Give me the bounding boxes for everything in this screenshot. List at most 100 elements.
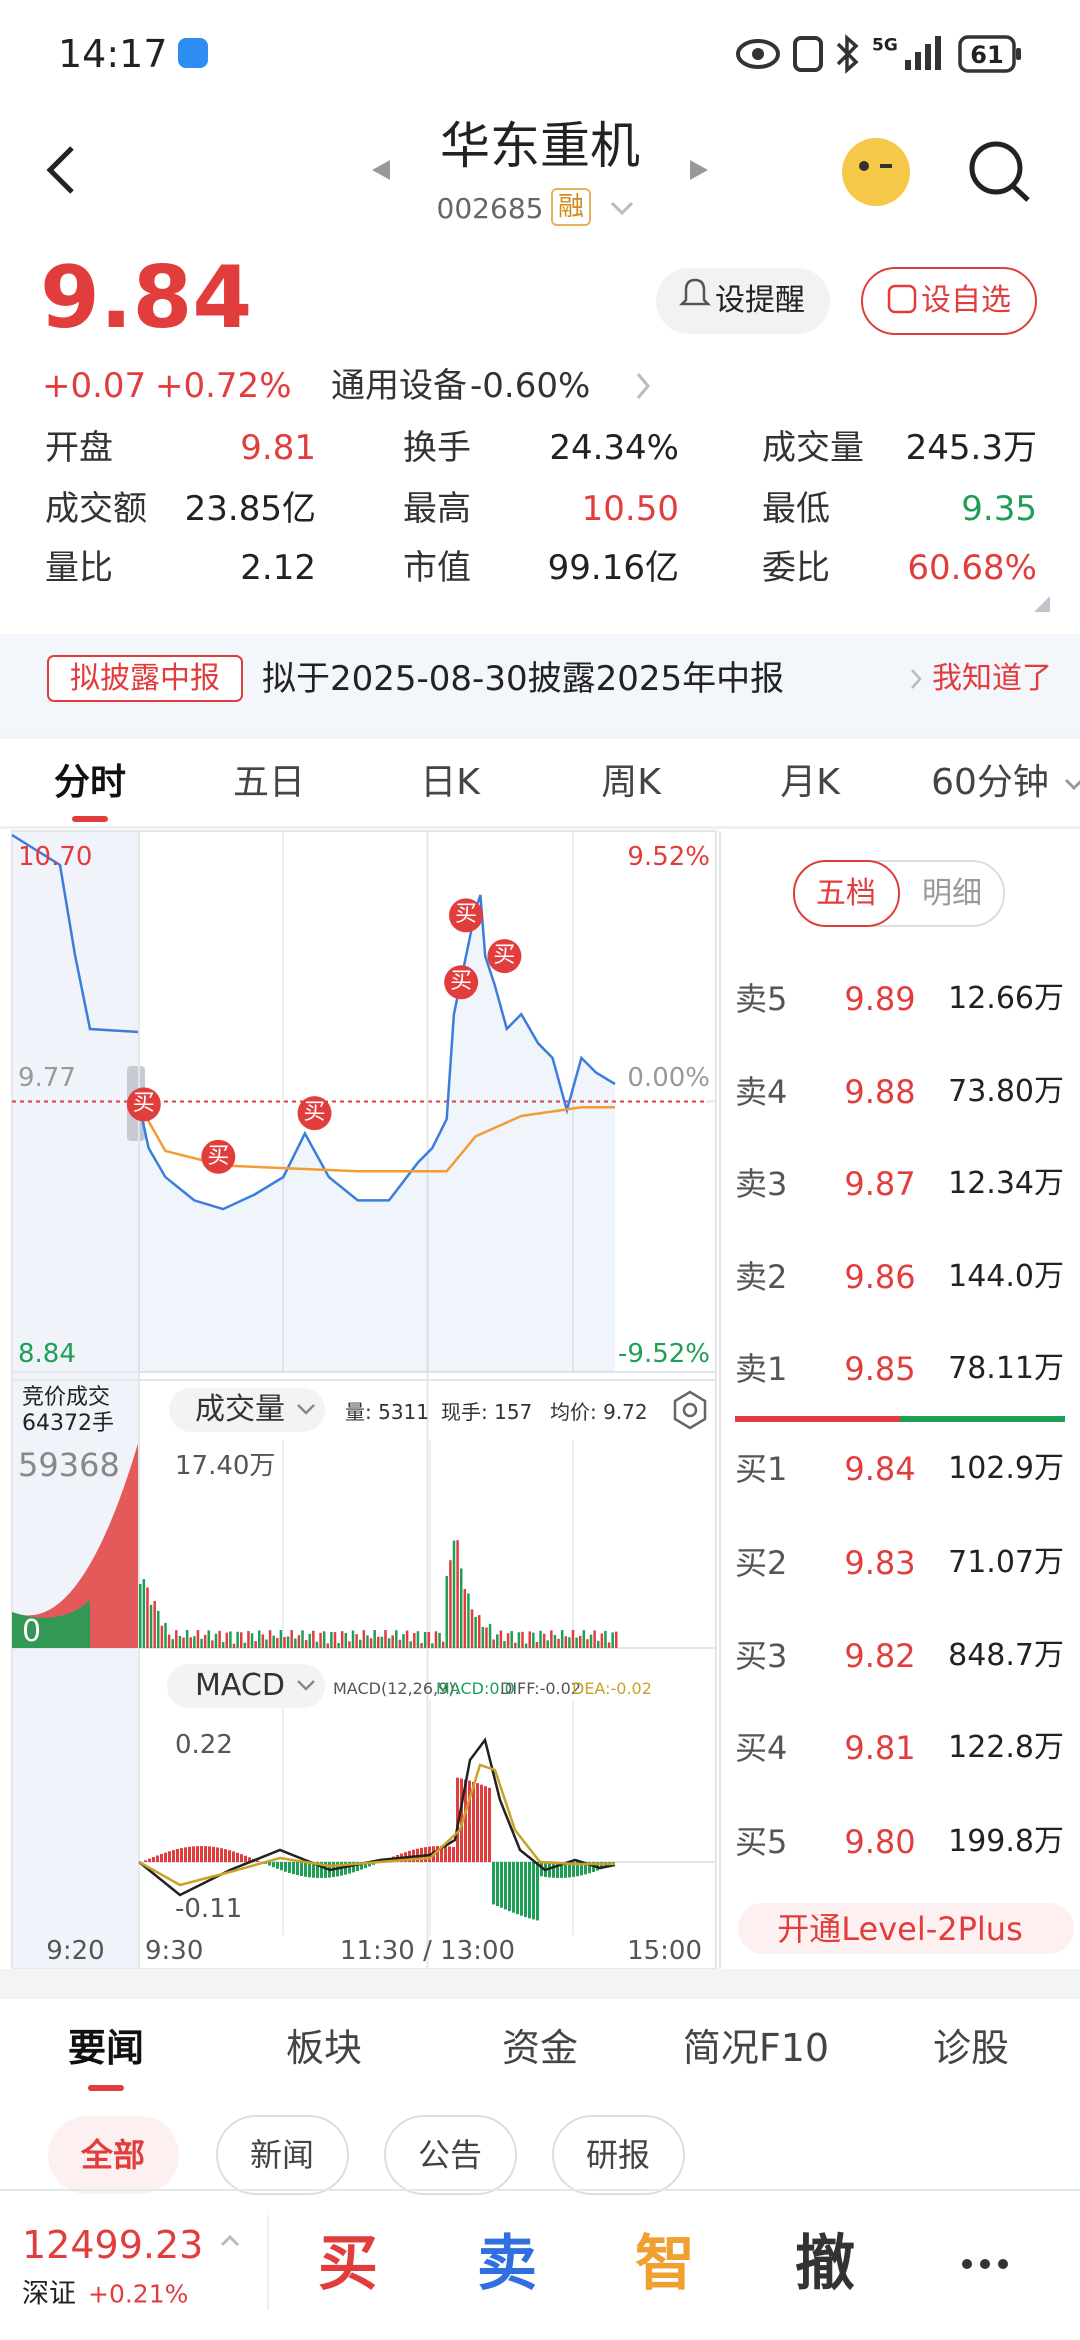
macd-bar-decor <box>196 1846 199 1862</box>
volume-bar-decor <box>355 1634 358 1648</box>
chart-tab[interactable]: 分时 <box>53 762 127 803</box>
volume-bar-decor <box>207 1630 211 1648</box>
search-icon[interactable] <box>969 141 1023 195</box>
level2-upgrade[interactable]: 开通Level-2Plus <box>777 1910 1023 1948</box>
volume-bar-decor <box>193 1636 196 1648</box>
macd-bar-decor <box>512 1862 515 1913</box>
volume-bar-decor <box>535 1641 539 1648</box>
volume-bar-decor <box>402 1634 405 1648</box>
macd-bar-decor <box>212 1846 215 1862</box>
volume-pill[interactable] <box>169 1388 325 1432</box>
next-stock[interactable] <box>690 160 708 180</box>
news-tab[interactable]: 简况F10 <box>682 2026 830 2070</box>
x-tick-label: 9:30 <box>145 1936 204 1966</box>
volume-bar-decor <box>203 1634 207 1648</box>
price-area <box>139 895 616 1372</box>
search-icon[interactable] <box>1011 184 1030 202</box>
macd-bar-decor <box>556 1862 559 1878</box>
macd-bar-decor <box>240 1854 243 1862</box>
macd-bar-decor <box>472 1781 475 1862</box>
watchlist-button[interactable] <box>861 267 1037 335</box>
macd-bar-decor <box>256 1860 259 1862</box>
filter-pill[interactable] <box>216 2115 349 2195</box>
volume-bar-decor <box>272 1635 275 1648</box>
notice-action[interactable]: 我知道了 <box>932 661 1052 696</box>
chart-tab[interactable]: 月K <box>780 762 840 803</box>
y-tick-label: 10.70 <box>18 842 93 872</box>
volume-bar-decor <box>196 1630 200 1648</box>
macd-bar-decor <box>164 1852 167 1862</box>
alert-label[interactable]: 设提醒 <box>715 283 805 318</box>
news-filter[interactable]: 公告 <box>417 2136 483 2174</box>
volume-bar-decor <box>373 1630 376 1648</box>
macd-bar-decor <box>520 1862 523 1916</box>
last-price: 9.84 <box>40 248 253 348</box>
macd-bar-decor <box>356 1862 359 1872</box>
level2-pill[interactable] <box>738 1903 1074 1954</box>
filter-pill[interactable] <box>48 2116 179 2194</box>
stat-label: 换手 <box>403 428 471 468</box>
order-volume: 199.8万 <box>948 1824 1064 1859</box>
news-tab[interactable]: 诊股 <box>932 2026 1010 2070</box>
macd-bar-decor <box>236 1852 239 1862</box>
volume-bar-decor <box>600 1633 604 1648</box>
chart-tab[interactable]: 周K <box>601 762 661 803</box>
back-button[interactable] <box>46 146 74 194</box>
macd-bar-decor <box>456 1777 459 1862</box>
alert-button[interactable] <box>656 268 830 334</box>
volume-bar-decor <box>571 1630 575 1648</box>
news-tab[interactable]: 资金 <box>501 2026 579 2070</box>
macd-bar-decor <box>536 1862 539 1921</box>
volume-bar-decor <box>481 1626 485 1648</box>
macd-bar-decor <box>284 1862 287 1872</box>
sector-name[interactable]: 通用设备 <box>331 366 467 406</box>
volume-bar-decor <box>265 1639 268 1648</box>
volume-bar-decor <box>149 1604 153 1648</box>
trade-action[interactable]: 卖 <box>477 2229 537 2299</box>
macd-bar-decor <box>276 1862 279 1869</box>
mascot-icon[interactable] <box>842 138 910 206</box>
orderbook-tab[interactable]: 五档 <box>816 876 876 911</box>
news-filter[interactable]: 研报 <box>585 2136 651 2174</box>
macd-bar-decor <box>496 1862 499 1907</box>
stock-code: 002685 <box>436 192 544 225</box>
macd-bar-decor <box>484 1786 487 1862</box>
chart-tab[interactable]: 60分钟 <box>931 762 1049 803</box>
dropdown-icon[interactable] <box>610 201 634 216</box>
trade-action[interactable]: 撤 <box>795 2229 855 2299</box>
volume-bar-decor <box>539 1630 542 1648</box>
volume-bar-decor <box>315 1641 319 1648</box>
buy-marker <box>201 1139 236 1174</box>
volume-bar-decor <box>200 1638 203 1648</box>
trade-action[interactable]: 买 <box>318 2229 378 2299</box>
macd-bar-decor <box>436 1846 439 1862</box>
trade-action[interactable]: 智 <box>635 2229 695 2299</box>
volume-bar-decor <box>474 1616 477 1648</box>
volume-title[interactable]: 成交量 <box>195 1392 285 1427</box>
chart-tab[interactable]: 五日 <box>232 762 306 803</box>
news-tab[interactable]: 板块 <box>285 2026 363 2070</box>
macd-title[interactable]: MACD <box>195 1668 285 1703</box>
buy-marker-label: 买 <box>493 943 516 969</box>
volume-bar-decor <box>514 1642 517 1648</box>
order-volume: 848.7万 <box>948 1638 1064 1673</box>
sector-change[interactable]: -0.60% <box>470 366 591 406</box>
more-button[interactable] <box>962 2259 1008 2269</box>
orderbook-tab[interactable]: 明细 <box>922 876 982 911</box>
watchlist-label[interactable]: 设自选 <box>921 283 1011 318</box>
filter-pill[interactable] <box>552 2115 685 2195</box>
news-tab[interactable]: 要闻 <box>67 2026 145 2070</box>
volume-bar-decor <box>441 1641 445 1648</box>
filter-pill[interactable] <box>384 2115 517 2195</box>
volume-bar-decor <box>279 1630 283 1648</box>
y2-tick-label: 0.00% <box>627 1062 710 1093</box>
volume-bar-decor <box>575 1637 578 1648</box>
chart-tab[interactable]: 日K <box>420 762 480 803</box>
stat-value: 23.85亿 <box>184 489 316 529</box>
news-filter[interactable]: 新闻 <box>249 2136 315 2174</box>
settings-icon[interactable] <box>673 1390 707 1430</box>
macd-pill[interactable] <box>167 1664 325 1708</box>
news-filter[interactable]: 全部 <box>80 2136 146 2174</box>
macd-bar-decor <box>308 1862 311 1878</box>
prev-stock[interactable] <box>372 160 390 180</box>
